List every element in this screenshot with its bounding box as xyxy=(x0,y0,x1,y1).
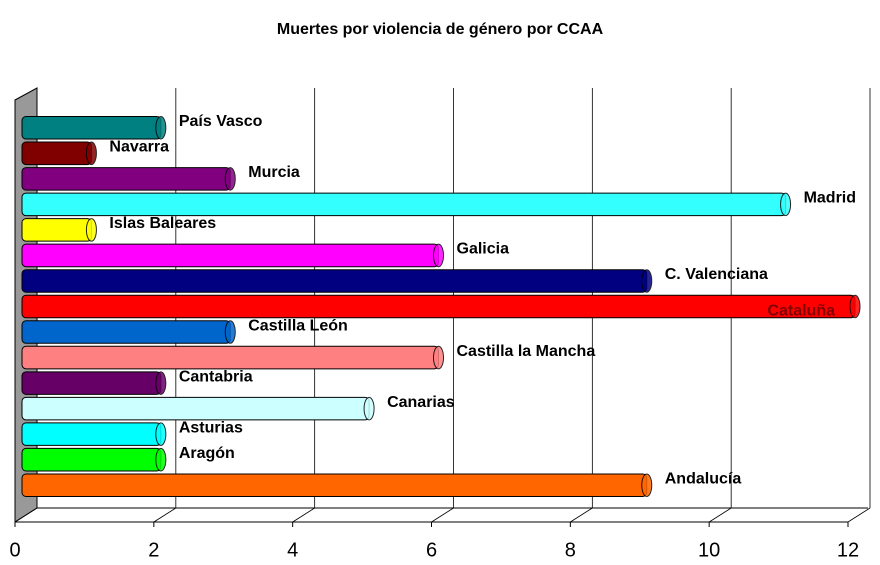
data-label: Castilla León xyxy=(248,317,348,334)
x-tick-label: 8 xyxy=(565,539,576,561)
bar xyxy=(21,422,162,446)
data-label: Galicia xyxy=(457,241,510,258)
grid-line xyxy=(847,507,871,523)
bar-cap xyxy=(155,422,167,446)
bar xyxy=(21,345,439,370)
data-label: Cantabria xyxy=(179,368,253,385)
bar-cap xyxy=(224,167,236,191)
grid-line xyxy=(153,507,177,523)
bar-cap xyxy=(363,396,375,421)
data-label: Aragón xyxy=(179,445,235,462)
bar xyxy=(21,192,787,217)
grid-line xyxy=(708,507,732,523)
bar-cap xyxy=(849,294,861,319)
bar-cap xyxy=(155,116,167,140)
bar-cap xyxy=(433,345,444,370)
bar xyxy=(21,294,856,319)
bar-cap xyxy=(85,218,97,242)
bar-cap xyxy=(780,192,792,217)
data-label: Islas Baleares xyxy=(109,215,216,232)
data-label: Cataluña xyxy=(767,303,835,320)
data-label: Andalucía xyxy=(665,470,742,487)
bar xyxy=(21,320,231,344)
data-label: Madrid xyxy=(804,190,856,207)
bar-cap xyxy=(433,243,444,268)
chart-title: Muertes por violencia de género por CCAA xyxy=(277,21,604,38)
grid-line xyxy=(292,507,315,523)
bar-cap xyxy=(641,269,653,293)
x-tick-label: 4 xyxy=(287,539,298,561)
data-label: Murcia xyxy=(248,164,300,181)
data-label: País Vasco xyxy=(179,113,263,130)
grid-line xyxy=(14,507,38,523)
bar xyxy=(21,269,648,293)
bar-cap xyxy=(224,320,236,344)
bar xyxy=(21,116,162,140)
bar-cap xyxy=(641,473,653,498)
data-label: C. Valenciana xyxy=(665,266,768,283)
bar xyxy=(21,167,231,191)
bar xyxy=(21,371,162,395)
bar-cap xyxy=(85,141,97,166)
bar xyxy=(21,447,162,472)
x-tick-label: 12 xyxy=(837,539,859,561)
grid-line xyxy=(570,507,593,523)
x-tick-label: 0 xyxy=(9,539,20,561)
x-tick-label: 2 xyxy=(148,539,159,561)
bar-cap xyxy=(155,371,167,395)
data-label: Navarra xyxy=(109,139,169,156)
bar xyxy=(21,218,92,242)
data-label: Canarias xyxy=(387,394,455,411)
bar-cap xyxy=(155,447,167,472)
bar xyxy=(21,396,370,421)
x-tick-label: 10 xyxy=(698,539,720,561)
grid-line xyxy=(431,507,454,523)
x-tick-label: 6 xyxy=(426,539,437,561)
bar xyxy=(21,243,439,268)
data-label: Asturias xyxy=(179,419,243,436)
data-label: Castilla la Mancha xyxy=(457,343,596,360)
bar xyxy=(21,141,92,166)
bar xyxy=(21,473,648,498)
